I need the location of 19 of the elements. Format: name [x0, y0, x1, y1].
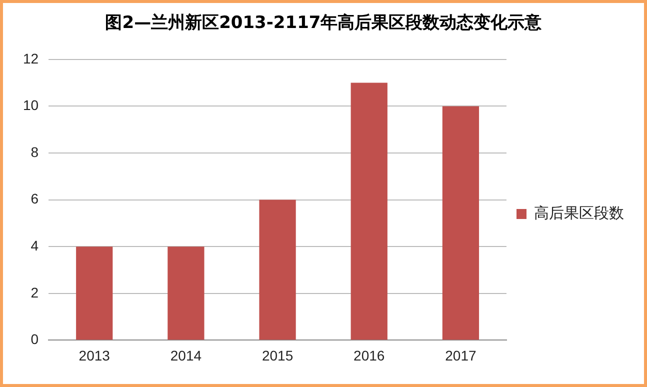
bar [442, 106, 480, 340]
x-tick-label: 2014 [170, 347, 202, 364]
bar [168, 246, 204, 340]
y-tick-label: 8 [30, 144, 39, 160]
y-tick-label: 0 [30, 331, 39, 348]
x-tick-label: 2013 [78, 347, 110, 364]
y-tick-label: 2 [30, 284, 39, 300]
bar [350, 82, 388, 340]
x-tick-label: 2015 [262, 347, 294, 364]
x-tick-label: 2016 [354, 347, 385, 364]
bar [76, 246, 113, 340]
y-tick-label: 12 [22, 50, 39, 66]
x-tick-label: 2017 [445, 347, 476, 364]
bar [259, 200, 296, 340]
y-tick-label: 4 [30, 237, 39, 254]
y-tick-label: 10 [22, 97, 39, 114]
legend-label: 高后果区段数 [534, 204, 624, 222]
y-tick-label: 6 [30, 190, 39, 207]
chart-title: 图2—兰州新区2013-2117年高后果区段数动态变化示意 [104, 12, 543, 34]
